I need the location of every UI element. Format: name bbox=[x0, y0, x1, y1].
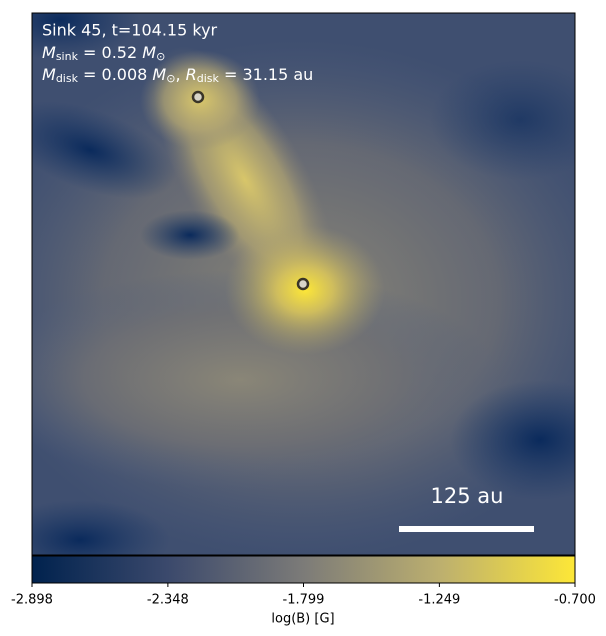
text-part: ⊙ bbox=[156, 50, 165, 63]
sink bbox=[296, 277, 310, 291]
text-part: M bbox=[152, 65, 166, 84]
text-part: disk bbox=[197, 72, 220, 85]
text-part: R bbox=[186, 65, 197, 84]
text-part: M bbox=[142, 43, 156, 62]
scale-label: 125 au bbox=[431, 484, 504, 508]
text-part: M bbox=[42, 43, 56, 62]
text-part: , bbox=[175, 65, 185, 84]
colorbar bbox=[31, 555, 576, 584]
colorbar-tick-label: -0.700 bbox=[554, 593, 596, 608]
text-part: = 0.008 bbox=[78, 65, 152, 84]
colorbar-tick-label: -2.898 bbox=[11, 593, 53, 608]
text-part: sink bbox=[56, 50, 79, 63]
colorbar-tick-label: -2.348 bbox=[147, 593, 189, 608]
sink-mass: Msink = 0.52 M⊙ bbox=[42, 43, 165, 64]
frame bbox=[31, 12, 576, 556]
text-part: M bbox=[42, 65, 56, 84]
disk-info: Mdisk = 0.008 M⊙, Rdisk = 31.15 au bbox=[42, 65, 313, 86]
field bbox=[32, 13, 575, 555]
text-part: disk bbox=[56, 72, 79, 85]
colorbar-tick-label: -1.799 bbox=[283, 593, 325, 608]
colorbar-label: log(B) [G] bbox=[271, 612, 334, 627]
text-part: = 31.15 au bbox=[219, 65, 313, 84]
title: Sink 45, t=104.15 kyr bbox=[42, 21, 218, 40]
sink bbox=[191, 90, 205, 104]
text-part: ⊙ bbox=[166, 72, 175, 85]
text-part: = 0.52 bbox=[78, 43, 142, 62]
colorbar-tick-label: -1.249 bbox=[418, 593, 460, 608]
